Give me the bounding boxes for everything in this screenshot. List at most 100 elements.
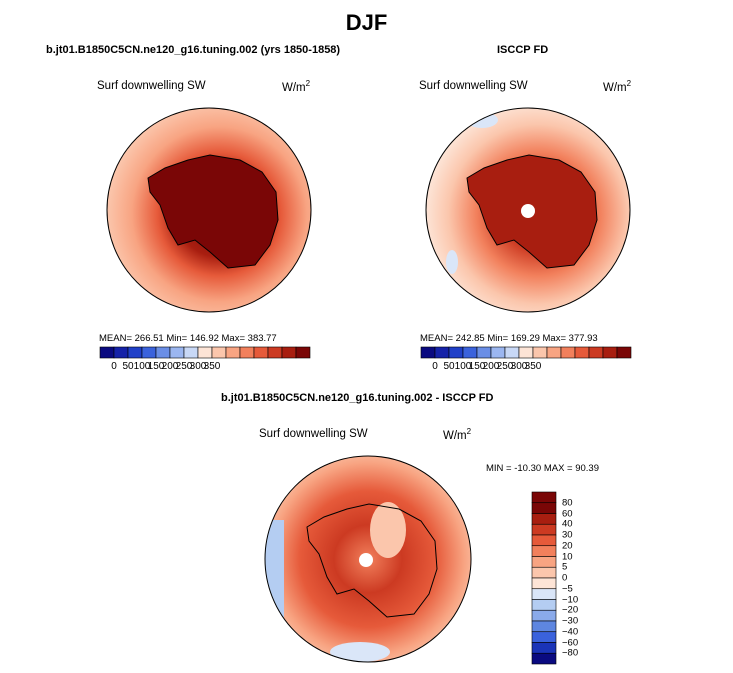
diff-colorbar-cell — [531, 642, 557, 654]
model-colorbar-tick: 200 — [161, 361, 179, 372]
obs-colorbar-cell — [602, 346, 618, 359]
obs-colorbar-cell — [574, 346, 590, 359]
model-colorbar-cell — [197, 346, 213, 359]
model-colorbar-tick: 300 — [189, 361, 207, 372]
model-colorbar-tick: 100 — [133, 361, 151, 372]
diff-colorbar-tick: −40 — [562, 626, 579, 638]
diff-colorbar-cell — [531, 652, 557, 665]
diff-colorbar-cell — [531, 577, 557, 590]
diff-colorbar-tick: −80 — [562, 647, 579, 659]
diff-colorbar-cell — [531, 620, 557, 633]
model-colorbar-cell — [281, 346, 297, 359]
model-colorbar-cell — [253, 346, 269, 359]
obs-colorbar-cell — [546, 346, 562, 359]
obs-colorbar-cell — [420, 346, 436, 359]
diff-colorbar-tick: −20 — [562, 604, 579, 616]
diff-colorbar-tick: −10 — [562, 594, 579, 605]
model-colorbar-cell — [267, 346, 283, 359]
obs-stats: MEAN= 242.85 Min= 169.29 Max= 377.93 — [420, 333, 598, 344]
obs-colorbar-cell — [532, 346, 548, 359]
obs-colorbar-tick: 150 — [468, 361, 486, 372]
model-colorbar-tick: 350 — [203, 361, 221, 372]
obs-colorbar-cell — [518, 346, 534, 359]
diff-colorbar-cell — [531, 609, 557, 622]
diff-colorbar-tick: 5 — [562, 561, 568, 573]
obs-colorbar-cell — [476, 346, 492, 359]
obs-colorbar-tick: 300 — [510, 361, 528, 372]
diff-colorbar-cell — [531, 556, 557, 568]
obs-panel-title: ISCCP FD — [497, 44, 549, 56]
diff-units-label: W/m2 — [443, 427, 472, 442]
diff-map — [265, 456, 471, 662]
model-units-label: W/m2 — [282, 79, 311, 94]
obs-map — [426, 108, 630, 312]
model-colorbar-cell — [99, 346, 115, 359]
diff-colorbar-cell — [531, 545, 557, 557]
diff-colorbar-tick: 20 — [562, 540, 573, 552]
obs-colorbar-tick: 100 — [454, 361, 472, 372]
model-colorbar-cell — [295, 346, 311, 359]
diff-colorbar-cell — [531, 523, 557, 536]
obs-colorbar-tick: 250 — [496, 361, 514, 372]
diff-colorbar-tick: −30 — [562, 615, 579, 627]
obs-colorbar-cell — [588, 346, 604, 359]
model-colorbar-tick: 50 — [122, 361, 134, 372]
obs-colorbar-cell — [504, 346, 520, 359]
model-variable-label: Surf downwelling SW — [97, 80, 206, 92]
model-colorbar-cell — [225, 346, 241, 359]
model-map — [107, 108, 311, 312]
obs-colorbar-cell — [434, 346, 450, 359]
model-colorbar-cell — [155, 346, 171, 359]
diff-colorbar-cell — [531, 599, 557, 611]
diff-pole-gap — [359, 553, 373, 567]
diff-colorbar-cell — [531, 513, 557, 525]
diff-colorbar-tick: −60 — [562, 637, 579, 648]
model-colorbar-cell — [211, 346, 227, 359]
diff-colorbar — [531, 491, 557, 665]
obs-variable-label: Surf downwelling SW — [419, 80, 528, 92]
model-colorbar-tick: 250 — [175, 361, 193, 372]
diff-colorbar-tick: 0 — [562, 572, 568, 584]
diff-colorbar-tick: 10 — [562, 551, 573, 562]
model-colorbar-cell — [127, 346, 143, 359]
model-colorbar-tick: 0 — [111, 361, 117, 372]
model-stats: MEAN= 266.51 Min= 146.92 Max= 383.77 — [99, 333, 277, 344]
model-colorbar — [99, 346, 311, 359]
model-colorbar-tick: 150 — [147, 361, 165, 372]
model-colorbar-cell — [141, 346, 157, 359]
obs-colorbar-tick: 200 — [482, 361, 500, 372]
figure-title: DJF — [345, 10, 388, 35]
diff-panel-title: b.jt01.B1850C5CN.ne120_g16.tuning.002 - … — [221, 392, 494, 404]
diff-colorbar-tick: 60 — [562, 508, 573, 519]
diff-colorbar-cell — [531, 534, 557, 547]
diff-colorbar-tick: 40 — [562, 518, 573, 530]
diff-colorbar-cell — [531, 502, 557, 514]
obs-colorbar-tick: 50 — [443, 361, 455, 372]
model-colorbar-cell — [169, 346, 185, 359]
diff-colorbar-tick: −5 — [562, 583, 573, 595]
diff-stats: MIN = -10.30 MAX = 90.39 — [486, 463, 600, 474]
model-antarctica — [147, 154, 279, 269]
obs-colorbar-cell — [448, 346, 464, 359]
obs-pole-gap — [521, 204, 535, 218]
model-colorbar-cell — [183, 346, 199, 359]
obs-colorbar-cell — [560, 346, 576, 359]
diff-colorbar-cell — [531, 588, 557, 600]
diff-colorbar-cell — [531, 566, 557, 579]
diff-variable-label: Surf downwelling SW — [259, 428, 368, 440]
obs-colorbar-cell — [616, 346, 632, 359]
obs-colorbar-tick: 0 — [432, 361, 438, 372]
obs-colorbar-cell — [490, 346, 506, 359]
obs-colorbar-cell — [462, 346, 478, 359]
obs-units-label: W/m2 — [603, 79, 632, 94]
diff-colorbar-cell — [531, 631, 557, 643]
obs-colorbar-tick: 350 — [524, 361, 542, 372]
model-colorbar-cell — [239, 346, 255, 359]
model-colorbar-cell — [113, 346, 129, 359]
diff-colorbar-cell — [531, 491, 557, 504]
diff-colorbar-tick: 80 — [562, 497, 573, 509]
diff-colorbar-tick: 30 — [562, 529, 573, 541]
obs-colorbar — [420, 346, 632, 359]
model-panel-title: b.jt01.B1850C5CN.ne120_g16.tuning.002 (y… — [46, 44, 341, 56]
